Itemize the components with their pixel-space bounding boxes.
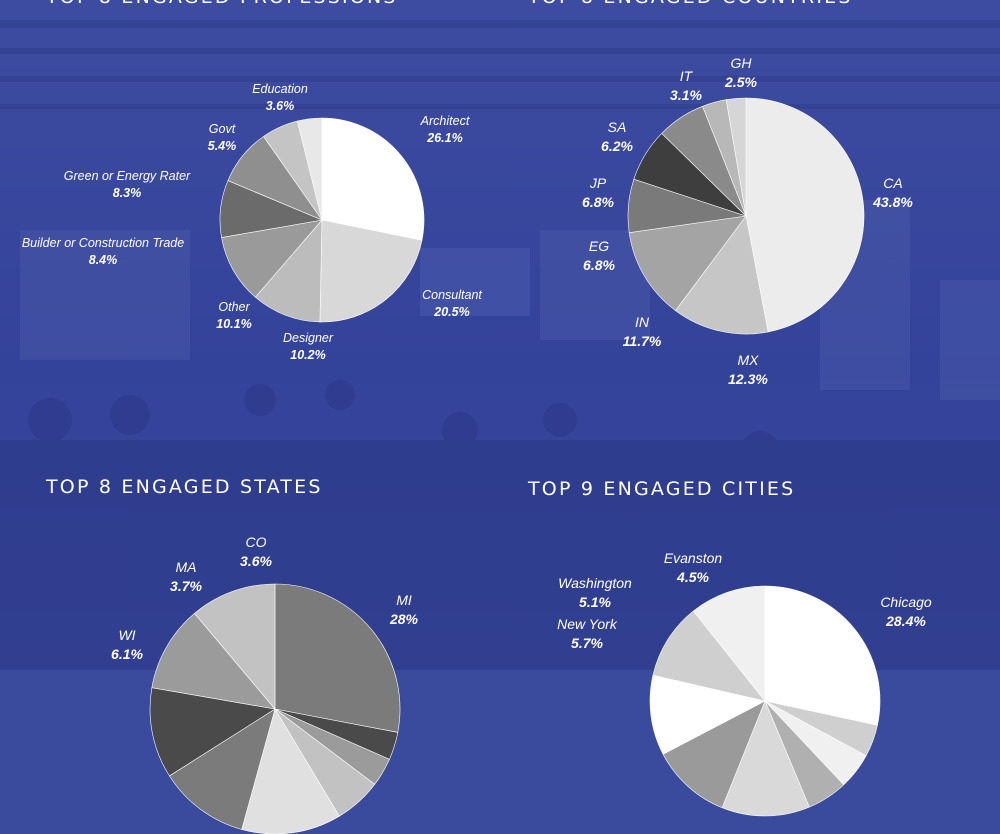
- states-pie-chart: [149, 583, 401, 834]
- slice-other: [221, 219, 323, 298]
- slice-label-name: Consultant: [422, 288, 482, 303]
- slice-label-value: 6.2%: [601, 138, 633, 154]
- slice-label-name: MI: [396, 592, 412, 609]
- slice-label-value: 4.5%: [677, 569, 709, 585]
- slice-label-value: 10.2%: [290, 348, 326, 362]
- slice-label-name: IN: [634, 314, 649, 331]
- countries-chart-title: TOP 8 ENGAGED COUNTRIES: [528, 0, 853, 8]
- slice-label-value: 5.4%: [207, 139, 237, 153]
- slice-label-name: Builder or Construction Trade: [21, 236, 185, 251]
- slice-mi: [274, 583, 401, 733]
- slice-label-mi: MI 28%: [390, 591, 418, 629]
- slice-label-value: 5.1%: [579, 594, 611, 610]
- slice-label-value: 20.5%: [434, 305, 470, 319]
- slice-label-name: Other: [218, 300, 250, 315]
- countries-pie-chart: [627, 97, 865, 335]
- slice-label-designer: Designer 10.2%: [283, 330, 333, 364]
- slice-education: [296, 117, 323, 221]
- slice-label-name: Green or Energy Rater: [63, 169, 191, 184]
- slice-label-green-or-energy-rater: Green or Energy Rater 8.3%: [64, 168, 190, 202]
- slice-label-govt: Govt 5.4%: [208, 121, 237, 155]
- slice-label-name: GH: [730, 55, 752, 72]
- slice-label-name: Evanston: [663, 550, 723, 567]
- slice-label-value: 2.5%: [725, 74, 757, 90]
- slice-label-value: 3.6%: [265, 99, 295, 113]
- slice-label-other: Other 10.1%: [216, 299, 251, 333]
- slice-label-name: CO: [245, 534, 267, 551]
- slice-label-name: MX: [737, 352, 759, 369]
- slice-label-value: 11.7%: [622, 333, 662, 349]
- slice-label-value: 28%: [389, 611, 419, 627]
- slice-label-new-york: New York 5.7%: [557, 615, 617, 653]
- slice-label-name: IT: [679, 68, 693, 85]
- slice-label-it: IT 3.1%: [670, 67, 702, 105]
- slice-label-value: 26.1%: [427, 131, 463, 145]
- slice-label-consultant: Consultant 20.5%: [422, 287, 482, 321]
- slice-label-name: Designer: [282, 331, 334, 346]
- slice-label-value: 12.3%: [728, 371, 768, 387]
- slice-label-wi: WI 6.1%: [111, 626, 143, 664]
- professions-pie-chart: [219, 117, 425, 323]
- slice-label-value: 8.3%: [112, 186, 142, 200]
- slice-label-education: Education 3.6%: [252, 81, 308, 115]
- slice-label-mx: MX 12.3%: [728, 351, 768, 389]
- slice-gh: [725, 97, 747, 217]
- slice-label-name: JP: [589, 175, 607, 192]
- slice-label-value: 3.7%: [170, 578, 202, 594]
- slice-label-value: 10.1%: [216, 317, 252, 331]
- slice-label-ma: MA 3.7%: [170, 558, 202, 596]
- professions-chart-title: TOP 8 ENGAGED PROFESSIONS: [46, 0, 398, 8]
- slice-label-name: Govt: [208, 122, 236, 137]
- slice-label-name: Education: [252, 82, 308, 97]
- slice-label-name: CA: [883, 175, 903, 192]
- slice-label-builder-or-construction-trade: Builder or Construction Trade 8.4%: [22, 235, 184, 269]
- slice-label-jp: JP 6.8%: [582, 174, 614, 212]
- cities-pie-chart: [649, 585, 881, 817]
- slice-label-value: 6.1%: [111, 646, 143, 662]
- slice-label-chicago: Chicago 28.4%: [880, 593, 931, 631]
- slice-label-co: CO 3.6%: [240, 533, 272, 571]
- states-chart-title: TOP 8 ENGAGED STATES: [46, 476, 323, 498]
- slice-label-value: 6.8%: [582, 194, 614, 210]
- slice-designer: [254, 219, 323, 323]
- background-photo: [0, 0, 1000, 670]
- slice-label-name: Washington: [558, 575, 632, 592]
- slice-label-sa: SA 6.2%: [601, 118, 633, 156]
- slice-label-name: MA: [175, 559, 197, 576]
- cities-chart-title: TOP 9 ENGAGED CITIES: [528, 478, 796, 500]
- slice-label-value: 5.7%: [571, 635, 603, 651]
- slice-label-name: EG: [588, 238, 610, 255]
- slice-ca: [745, 97, 865, 333]
- slice-label-name: New York: [557, 616, 617, 633]
- slice-label-ca: CA 43.8%: [873, 174, 913, 212]
- slice-label-name: Architect: [420, 114, 470, 129]
- slice-consultant: [319, 219, 423, 323]
- slice-label-washington: Washington 5.1%: [558, 574, 632, 612]
- slice-label-name: SA: [607, 119, 627, 136]
- slice-label-value: 8.4%: [88, 253, 118, 267]
- slice-label-name: Chicago: [880, 594, 932, 611]
- slice-label-value: 28.4%: [886, 613, 926, 629]
- slice-label-evanston: Evanston 4.5%: [664, 549, 722, 587]
- slice-label-value: 43.8%: [873, 194, 913, 210]
- slice-label-in: IN 11.7%: [623, 313, 662, 351]
- slice-label-architect: Architect 26.1%: [421, 113, 470, 147]
- slice-label-name: WI: [118, 627, 136, 644]
- slice-label-gh: GH 2.5%: [725, 54, 757, 92]
- slice-label-value: 3.6%: [240, 553, 272, 569]
- slice-mx: [675, 215, 769, 335]
- slice-architect: [321, 117, 425, 241]
- slice-in: [628, 215, 747, 312]
- slice-label-eg: EG 6.8%: [583, 237, 615, 275]
- slice-label-value: 3.1%: [670, 87, 702, 103]
- slice-label-value: 6.8%: [583, 257, 615, 273]
